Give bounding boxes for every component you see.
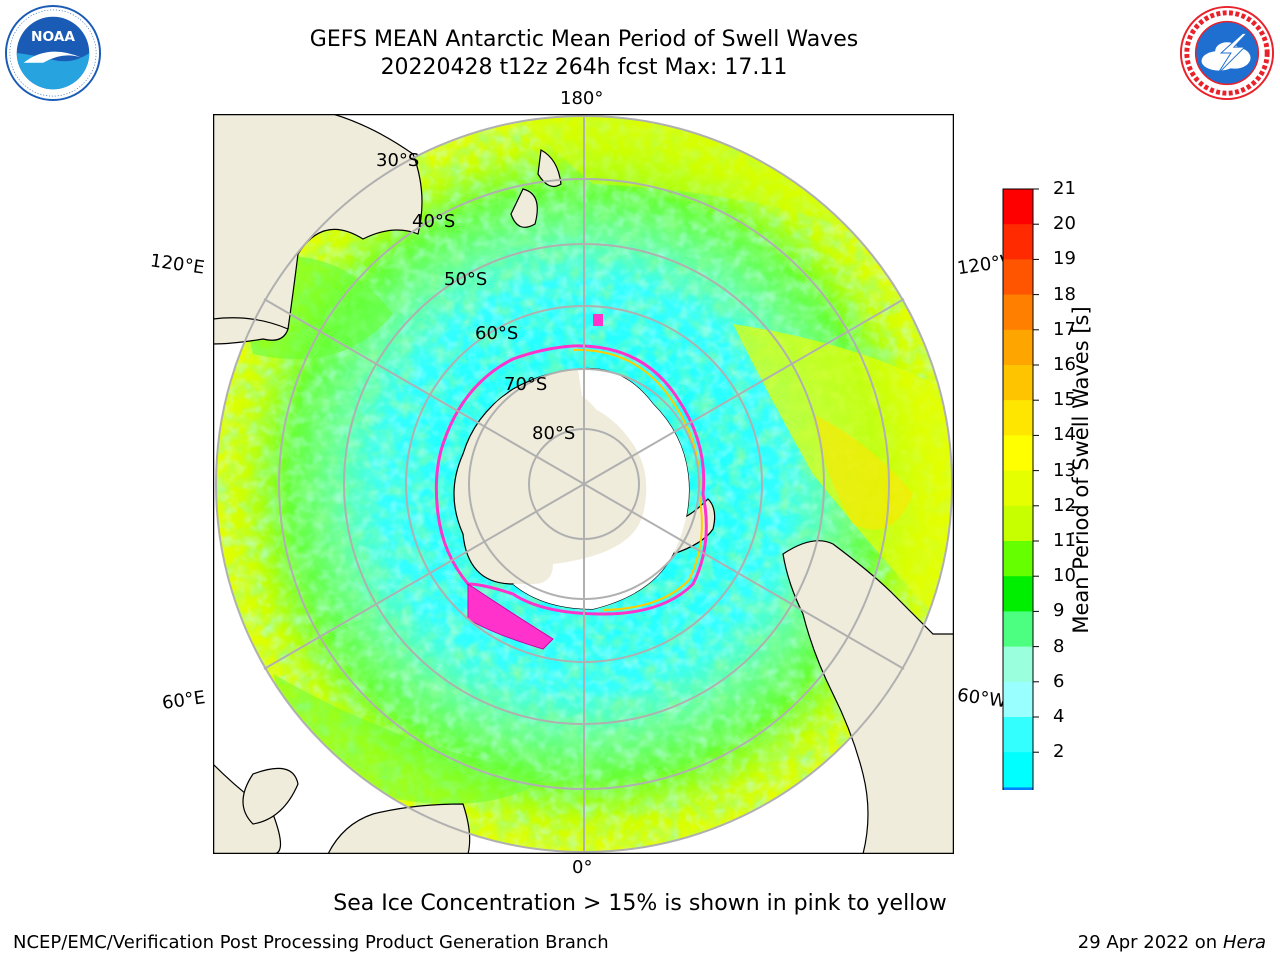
lat-label-80s: 80°S (532, 423, 576, 444)
noaa-logo: NOAA (4, 4, 102, 102)
lon-label-180: 180° (560, 88, 604, 109)
colorbar-tick-label: 14 (1053, 424, 1076, 446)
lat-label-30s: 30°S (376, 150, 420, 171)
antarctic-ice (478, 368, 689, 609)
colorbar-bin (1003, 259, 1033, 296)
colorbar-bin (1003, 646, 1033, 683)
colorbar-bin (1003, 470, 1033, 507)
map-border (213, 114, 954, 854)
lat-label-70s: 70°S (504, 374, 548, 395)
colorbar-title: Mean Period of Swell Waves [s] (1069, 306, 1093, 634)
sea-ice-caption: Sea Ice Concentration > 15% is shown in … (333, 891, 947, 916)
colorbar-tick-label: 12 (1053, 494, 1076, 516)
colorbar-bin (1003, 752, 1033, 788)
lon-label-120e: 120°E (148, 250, 206, 279)
lat-label-50s: 50°S (444, 269, 488, 290)
colorbar-tick-label: 6 (1053, 670, 1065, 692)
lat-label-60s: 60°S (475, 323, 519, 344)
footer-date: 29 Apr 2022 on Hera (1078, 932, 1266, 953)
footer-credit: NCEP/EMC/Verification Post Processing Pr… (13, 932, 609, 953)
lon-label-60e: 60°E (160, 687, 207, 714)
colorbar (1002, 188, 1039, 790)
footer-host: Hera (1222, 932, 1266, 953)
footer-date-text: 29 Apr 2022 on (1077, 932, 1223, 953)
lon-label-0: 0° (572, 857, 593, 878)
colorbar-bin (1003, 541, 1033, 577)
colorbar-bin (1003, 400, 1033, 436)
colorbar-tick-label: 21 (1053, 178, 1076, 199)
chart-title: GEFS MEAN Antarctic Mean Period of Swell… (309, 27, 859, 52)
colorbar-bin (1003, 224, 1033, 260)
colorbar-bin (1003, 611, 1033, 648)
lat-label-40s: 40°S (412, 211, 456, 232)
colorbar-bin (1003, 294, 1033, 331)
colorbar-bin (1003, 505, 1033, 542)
colorbar-tick-label: 20 (1053, 213, 1076, 235)
colorbar-tick-label: 18 (1053, 283, 1076, 305)
colorbar-tick-label: 16 (1053, 354, 1076, 375)
chart-subtitle: 20220428 t12z 264h fcst Max: 17.11 (380, 55, 788, 80)
colorbar-tick-label: 11 (1053, 530, 1076, 551)
svg-text:NOAA: NOAA (31, 29, 75, 45)
colorbar-bin (1003, 717, 1033, 753)
colorbar-bin (1003, 329, 1033, 366)
graticule (215, 114, 953, 854)
colorbar-tick-label: 19 (1053, 248, 1076, 270)
colorbar-bin (1003, 435, 1033, 472)
map-panel (213, 114, 954, 854)
colorbar-bin (1003, 189, 1033, 225)
colorbar-tick-label: 9 (1053, 600, 1065, 622)
colorbar-tick-label: 15 (1053, 389, 1076, 411)
colorbar-tick-label: 13 (1053, 459, 1076, 481)
colorbar-tick-label: 8 (1053, 635, 1065, 657)
colorbar-bin (1003, 681, 1033, 718)
colorbar-bin (1003, 787, 1033, 790)
colorbar-bin (1003, 576, 1033, 612)
colorbar-tick-label: 2 (1053, 741, 1065, 763)
colorbar-tick-label: 4 (1053, 706, 1065, 727)
nws-logo (1179, 5, 1275, 101)
colorbar-tick-label: 17 (1053, 318, 1076, 340)
colorbar-tick-label: 10 (1053, 565, 1076, 587)
colorbar-bin (1003, 365, 1033, 401)
